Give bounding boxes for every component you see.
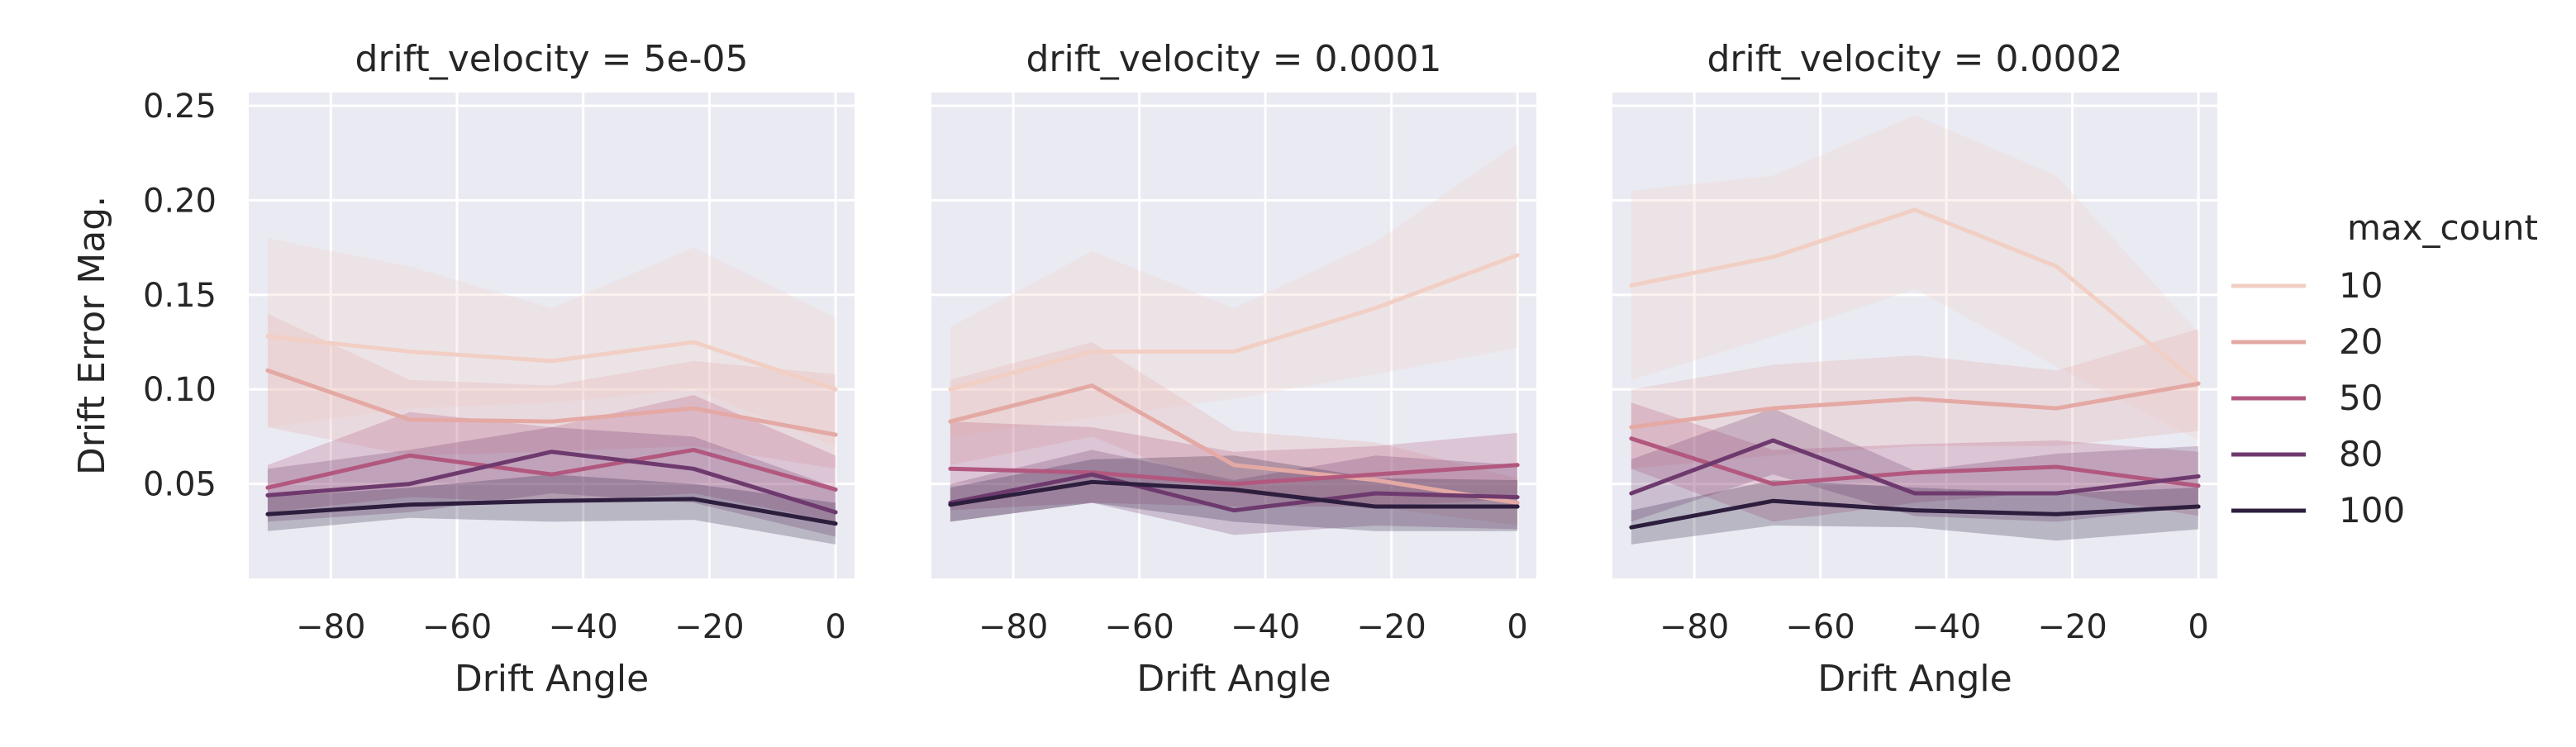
facet-panel-2: −80 −60 −40 −20 0 drift_velocity = 0.0001 Drif… bbox=[931, 38, 1536, 700]
x-tick-label: −20 bbox=[1356, 608, 1426, 646]
y-axis-label: Drift Error Mag. bbox=[71, 196, 113, 475]
facet-panel-1: −80 −60 −40 −20 0 0.05 0.10 0.15 0.20 0.25 drift_v… bbox=[143, 38, 855, 700]
confidence-band-50 bbox=[1631, 402, 2199, 522]
series-line-100 bbox=[948, 479, 1520, 509]
y-tick-label: 0.25 bbox=[143, 88, 217, 126]
x-tick-label: −20 bbox=[674, 608, 744, 646]
series-line-10 bbox=[1629, 207, 2201, 386]
y-tick-label: 0.15 bbox=[143, 277, 217, 315]
confidence-band-100 bbox=[267, 474, 836, 545]
x-tick-label: −80 bbox=[296, 608, 365, 646]
y-tick-label: 0.05 bbox=[143, 466, 217, 504]
series-line-10 bbox=[948, 253, 1520, 392]
x-tick-label: 0 bbox=[1507, 608, 1527, 646]
confidence-band-10 bbox=[1631, 115, 2199, 440]
x-tick-label: −40 bbox=[1231, 608, 1300, 646]
series-line-100 bbox=[1629, 498, 2201, 530]
legend-label-80: 80 bbox=[2339, 434, 2383, 474]
x-tick-label: −60 bbox=[1785, 608, 1855, 646]
series-line-100 bbox=[265, 497, 838, 526]
panel-title: drift_velocity = 0.0001 bbox=[1026, 38, 1442, 80]
facet-panel-3: −80 −60 −40 −20 0 drift_velocity = 0.0002 Drif… bbox=[1612, 38, 2217, 700]
plot-background bbox=[1612, 93, 2217, 578]
x-tick-label: −60 bbox=[1104, 608, 1174, 646]
series-line-20 bbox=[948, 383, 1520, 505]
series-line-50 bbox=[265, 447, 838, 492]
legend-label-10: 10 bbox=[2339, 265, 2383, 306]
x-tick-label: 0 bbox=[2188, 608, 2208, 646]
x-tick-label: −40 bbox=[1912, 608, 1981, 646]
series-line-80 bbox=[265, 450, 838, 515]
series-line-80 bbox=[1629, 438, 2201, 496]
x-axis-label: Drift Angle bbox=[1817, 658, 2012, 700]
x-tick-label: 0 bbox=[825, 608, 845, 646]
confidence-band-20 bbox=[267, 313, 836, 469]
series-line-80 bbox=[948, 472, 1520, 513]
x-tick-label: −80 bbox=[1659, 608, 1729, 646]
x-axis-label: Drift Angle bbox=[455, 658, 649, 700]
x-tick-label: −20 bbox=[2037, 608, 2107, 646]
legend-title: max_count bbox=[2347, 207, 2538, 248]
x-axis-label: Drift Angle bbox=[1136, 658, 1331, 700]
x-tick-label: −40 bbox=[548, 608, 617, 646]
y-tick-label: 0.10 bbox=[143, 371, 217, 409]
panel-title: drift_velocity = 0.0002 bbox=[1707, 38, 2123, 80]
panel-title: drift_velocity = 5e-05 bbox=[355, 38, 749, 80]
series-line-50 bbox=[948, 463, 1520, 487]
confidence-band-10 bbox=[950, 143, 1518, 437]
series-line-50 bbox=[1629, 436, 2201, 488]
legend-label-100: 100 bbox=[2339, 490, 2405, 531]
plot-background bbox=[249, 93, 855, 578]
legend-label-20: 20 bbox=[2339, 321, 2383, 362]
series-line-20 bbox=[265, 368, 838, 437]
confidence-band-50 bbox=[267, 395, 836, 522]
x-tick-label: −60 bbox=[422, 608, 492, 646]
x-tick-label: −80 bbox=[978, 608, 1048, 646]
series-line-10 bbox=[265, 334, 838, 392]
legend: max_count 10 20 50 80 100 bbox=[2231, 207, 2538, 531]
y-tick-label: 0.20 bbox=[143, 182, 217, 220]
legend-label-50: 50 bbox=[2339, 378, 2383, 418]
series-line-20 bbox=[1629, 381, 2201, 430]
plot-background bbox=[931, 93, 1536, 578]
confidence-band-10 bbox=[267, 238, 836, 446]
